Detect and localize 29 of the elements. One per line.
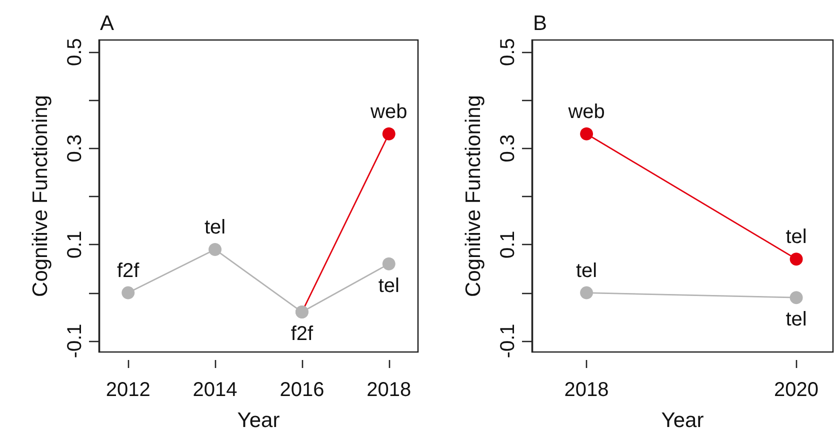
annotation: tel — [786, 226, 807, 248]
y-tick-label: -0.1 — [64, 324, 86, 358]
y-axis-title: Cognitive Functioning — [29, 95, 52, 297]
annotation: f2f — [290, 323, 314, 346]
annotation: web — [567, 100, 605, 123]
x-axis-title: Year — [661, 409, 704, 432]
x-tick-label: 2016 — [280, 379, 324, 401]
y-tick-label: 0.3 — [64, 134, 86, 162]
y-tick-label: 0.3 — [497, 134, 519, 162]
y-axis-title: Cognitive Functioning — [462, 95, 485, 297]
y-tick-label: 0.5 — [497, 38, 519, 66]
x-tick-label: 2014 — [192, 379, 238, 401]
y-tick-label: 0.5 — [64, 38, 86, 66]
annotation: web — [370, 100, 408, 123]
y-tick-label: 0.1 — [64, 230, 86, 259]
x-tick-label: 2012 — [106, 379, 150, 401]
x-axis-title: Year — [237, 409, 280, 432]
x-tick-label: 2020 — [774, 379, 819, 401]
annotation: tel — [378, 274, 400, 297]
chart-title: B — [533, 12, 548, 35]
x-tick-label: 2018 — [564, 379, 609, 401]
chart-title: A — [100, 12, 114, 35]
y-tick-label: 0.1 — [497, 230, 519, 259]
y-tick-label: -0.1 — [497, 324, 519, 358]
annotation: tel — [204, 216, 226, 238]
x-tick-label: 2018 — [366, 379, 412, 401]
annotation: tel — [786, 308, 807, 331]
annotation: tel — [576, 260, 598, 282]
annotation: f2f — [116, 260, 140, 282]
